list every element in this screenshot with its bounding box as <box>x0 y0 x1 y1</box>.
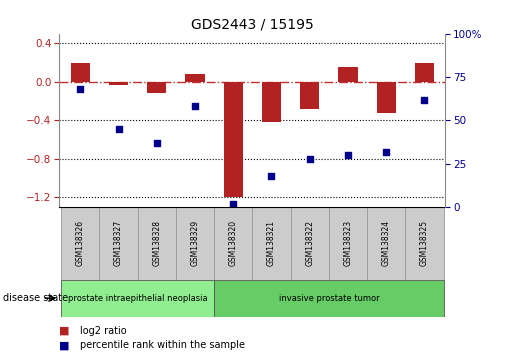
Text: GSM138323: GSM138323 <box>344 220 352 267</box>
Bar <box>71 63 90 82</box>
Text: GSM138320: GSM138320 <box>229 220 238 267</box>
Text: prostate intraepithelial neoplasia: prostate intraepithelial neoplasia <box>68 294 208 303</box>
Point <box>191 104 199 109</box>
Bar <box>415 63 434 82</box>
Bar <box>61 280 214 317</box>
Text: GSM138329: GSM138329 <box>191 220 199 267</box>
Point <box>152 140 161 146</box>
Bar <box>214 280 443 317</box>
Bar <box>262 82 281 122</box>
Title: GDS2443 / 15195: GDS2443 / 15195 <box>191 17 314 31</box>
Bar <box>290 207 329 280</box>
Point <box>229 201 237 206</box>
Point <box>344 152 352 158</box>
Bar <box>147 82 166 93</box>
Bar <box>252 207 290 280</box>
Text: percentile rank within the sample: percentile rank within the sample <box>80 340 245 350</box>
Bar <box>185 74 204 82</box>
Bar <box>338 67 357 82</box>
Bar <box>61 207 99 280</box>
Text: GSM138326: GSM138326 <box>76 220 85 267</box>
Text: GSM138321: GSM138321 <box>267 221 276 266</box>
Text: GSM138322: GSM138322 <box>305 221 314 266</box>
Text: ■: ■ <box>59 340 70 350</box>
Text: GSM138325: GSM138325 <box>420 220 429 267</box>
Bar <box>138 207 176 280</box>
Point <box>267 173 276 179</box>
Bar <box>109 82 128 85</box>
Text: GSM138327: GSM138327 <box>114 220 123 267</box>
Point <box>420 97 428 102</box>
Point <box>114 126 123 132</box>
Bar <box>214 207 252 280</box>
Text: disease state: disease state <box>3 293 67 303</box>
Text: ■: ■ <box>59 326 70 336</box>
Text: invasive prostate tumor: invasive prostate tumor <box>279 294 379 303</box>
Bar <box>224 82 243 198</box>
Text: GSM138324: GSM138324 <box>382 220 391 267</box>
Text: GSM138328: GSM138328 <box>152 221 161 266</box>
Point <box>382 149 390 154</box>
Bar <box>300 82 319 109</box>
Bar <box>367 207 405 280</box>
Bar <box>99 207 138 280</box>
Bar <box>329 207 367 280</box>
Bar <box>376 82 396 113</box>
Bar <box>176 207 214 280</box>
Bar <box>405 207 443 280</box>
Point <box>305 156 314 161</box>
Text: log2 ratio: log2 ratio <box>80 326 127 336</box>
Point <box>76 86 84 92</box>
